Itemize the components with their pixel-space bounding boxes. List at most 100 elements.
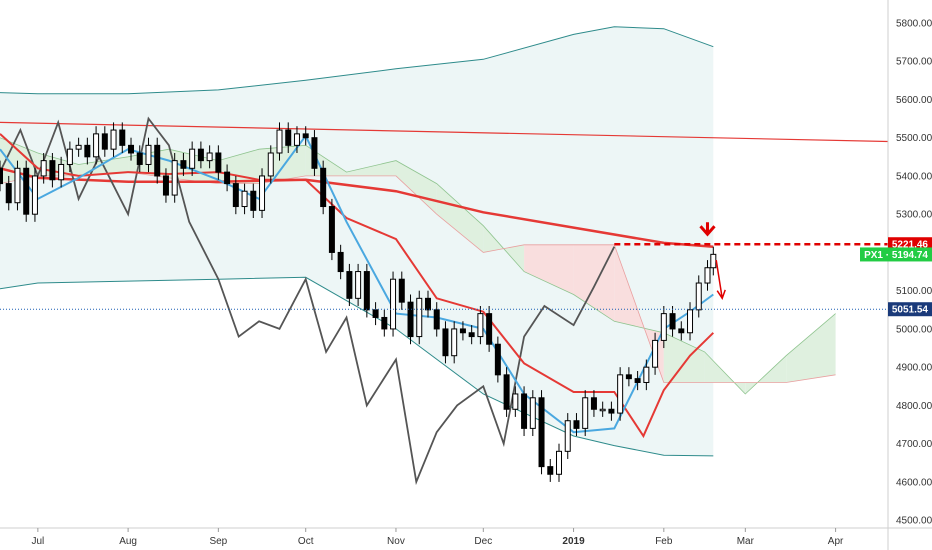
price-badges: 5221.46 5051.54 PX1 · 5194.74 xyxy=(860,237,932,317)
candle-body xyxy=(433,309,440,330)
candle-body xyxy=(66,148,73,165)
candle-body xyxy=(145,144,152,165)
cloud-segment xyxy=(663,332,705,383)
cloud-segment xyxy=(396,160,437,215)
candle-body xyxy=(215,152,222,173)
candle-body xyxy=(494,343,501,376)
candle-body xyxy=(197,148,204,162)
y-tick-label: 5100.00 xyxy=(896,286,932,297)
candle-body xyxy=(459,328,466,334)
x-tick-label: 2019 xyxy=(562,536,585,547)
x-tick-label: Feb xyxy=(655,536,673,547)
candle-body xyxy=(564,420,571,452)
candle-body xyxy=(128,144,135,154)
candle-body xyxy=(442,328,449,357)
candle-body xyxy=(5,183,12,204)
candle-body xyxy=(608,408,615,414)
candle-body xyxy=(512,393,519,410)
candle-body xyxy=(538,397,545,468)
candle-body xyxy=(424,297,431,311)
envelope-upper-line xyxy=(0,26,714,95)
candle-body xyxy=(75,144,82,150)
candle-body xyxy=(416,297,423,338)
candle-body xyxy=(710,253,717,269)
candle-body xyxy=(582,397,589,429)
candle-body xyxy=(521,393,528,429)
last-price-badge: PX1 · 5194.74 xyxy=(864,250,928,261)
x-tick-label: Jul xyxy=(31,536,44,547)
y-tick-label: 5300.00 xyxy=(896,210,932,221)
y-tick-label: 5400.00 xyxy=(896,171,932,182)
y-tick-label: 5500.00 xyxy=(896,133,932,144)
candle-body xyxy=(320,167,327,208)
candle-body xyxy=(93,133,100,158)
x-tick-label: Dec xyxy=(474,536,492,547)
base-line xyxy=(0,133,715,439)
candle-body xyxy=(206,152,213,162)
candle-body xyxy=(110,129,117,150)
candle-body xyxy=(23,167,30,215)
candle-body xyxy=(259,175,266,211)
candle-body xyxy=(101,133,108,150)
y-tick-label: 5600.00 xyxy=(896,95,932,106)
x-tick-label: Oct xyxy=(298,536,314,547)
y-tick-label: 5700.00 xyxy=(896,57,932,68)
candle-body xyxy=(180,160,187,169)
candle-body xyxy=(468,332,475,338)
x-tick-label: Sep xyxy=(209,536,227,547)
candle-body xyxy=(328,206,335,253)
y-tick-label: 4800.00 xyxy=(896,401,932,412)
candle-body xyxy=(119,129,126,146)
candle-body xyxy=(503,374,510,410)
y-tick-label: 4600.00 xyxy=(896,477,932,488)
candle-body xyxy=(599,408,606,412)
cloud-segment xyxy=(573,244,615,322)
candle-body xyxy=(293,133,300,146)
candle-body xyxy=(529,397,536,429)
y-tick-label: 5800.00 xyxy=(896,18,932,29)
candle-body xyxy=(311,137,318,169)
down-arrow-icon xyxy=(715,259,726,301)
candle-body xyxy=(590,397,597,410)
candle-body xyxy=(695,282,702,311)
candle-body xyxy=(58,163,65,181)
candle-body xyxy=(302,133,309,139)
candle-body xyxy=(407,301,414,338)
candle-body xyxy=(477,313,484,338)
candle-body xyxy=(40,160,47,177)
candle-body xyxy=(687,309,694,334)
candlestick-series xyxy=(0,122,717,482)
candle-body xyxy=(285,129,292,146)
candle-body xyxy=(276,129,283,154)
cloud-segment xyxy=(436,183,484,253)
candle-body xyxy=(84,144,91,158)
candle-body xyxy=(189,148,196,169)
candle-body xyxy=(232,183,239,208)
candle-body xyxy=(704,267,711,284)
annotations xyxy=(699,222,726,301)
candle-body xyxy=(250,190,257,211)
candle-body xyxy=(556,450,563,475)
candle-body xyxy=(162,175,169,196)
candle-body xyxy=(617,374,624,414)
candle-body xyxy=(625,374,632,380)
cloud-segment xyxy=(524,244,574,295)
candle-body xyxy=(154,144,161,177)
candle-body xyxy=(398,278,405,303)
candle-body xyxy=(372,309,379,318)
candle-body xyxy=(267,152,274,177)
candle-body xyxy=(678,328,685,334)
candle-body xyxy=(224,171,231,185)
down-arrow-icon xyxy=(699,222,716,237)
support-price-badge: 5051.54 xyxy=(892,305,929,316)
candle-body xyxy=(451,328,458,357)
trend-line xyxy=(0,121,889,143)
candle-body xyxy=(390,278,397,330)
candle-body xyxy=(547,466,554,475)
candle-body xyxy=(669,313,676,330)
y-tick-label: 4900.00 xyxy=(896,363,932,374)
candle-body xyxy=(241,190,248,208)
candle-body xyxy=(31,175,38,215)
candle-body xyxy=(652,339,659,368)
